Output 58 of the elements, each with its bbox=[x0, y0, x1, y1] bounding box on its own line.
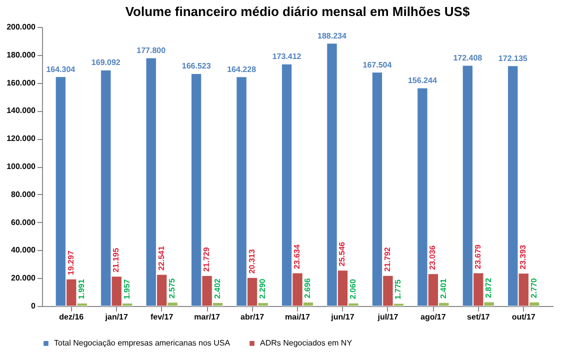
data-label: 23.036 bbox=[428, 244, 438, 270]
y-tick-label: 180.000 bbox=[6, 50, 36, 60]
data-label: 21.195 bbox=[112, 247, 121, 272]
data-label: 20.313 bbox=[247, 248, 256, 274]
data-label: 23.634 bbox=[292, 244, 302, 270]
x-tick-label: set/17 bbox=[467, 312, 490, 322]
data-label: 166.523 bbox=[182, 62, 212, 71]
y-tick-label: 0 bbox=[31, 302, 36, 310]
data-label: 2.402 bbox=[212, 278, 222, 299]
data-label: 1.957 bbox=[122, 278, 132, 300]
x-tick-label: mar/17 bbox=[194, 312, 221, 322]
x-tick-label: jan/17 bbox=[104, 312, 128, 322]
x-tick-label: dez/16 bbox=[59, 312, 84, 322]
y-tick-label: 40.000 bbox=[11, 246, 36, 255]
data-label: 2.770 bbox=[529, 278, 538, 298]
data-label: 22.541 bbox=[156, 246, 166, 271]
data-label: 164.228 bbox=[227, 64, 257, 74]
data-label: 156.244 bbox=[408, 76, 438, 86]
data-label: 23.679 bbox=[473, 244, 482, 269]
x-tick-label: jul/17 bbox=[376, 312, 399, 322]
y-tick-label: 120.000 bbox=[6, 134, 36, 144]
data-label: 2.575 bbox=[168, 278, 177, 298]
data-label: 25.546 bbox=[338, 241, 347, 266]
chart-title: Volume financeiro médio diário mensal em Milhões US$ bbox=[125, 4, 470, 19]
data-label: 21.729 bbox=[202, 246, 212, 272]
data-label: 169.092 bbox=[91, 58, 121, 68]
y-tick-label: 60.000 bbox=[11, 218, 36, 227]
data-label: 23.393 bbox=[518, 244, 528, 270]
x-tick-label: jun/17 bbox=[330, 312, 355, 322]
y-tick-label: 140.000 bbox=[6, 106, 36, 116]
x-tick-label: out/17 bbox=[512, 312, 536, 322]
data-label: 164.304 bbox=[46, 64, 76, 74]
data-label: 188.234 bbox=[318, 31, 347, 40]
legend-label: Total Negociação empresas americanas nos USA bbox=[54, 338, 231, 348]
data-label: 2.290 bbox=[258, 278, 268, 299]
y-tick-label: 200.000 bbox=[6, 22, 36, 32]
data-label: 173.412 bbox=[272, 52, 302, 62]
data-label: 2.696 bbox=[303, 278, 312, 298]
data-label: 172.135 bbox=[498, 54, 528, 63]
data-label: 167.504 bbox=[362, 60, 392, 70]
x-tick-label: ago/17 bbox=[420, 312, 446, 322]
data-label: 2.401 bbox=[438, 278, 448, 299]
y-tick-label: 20.000 bbox=[11, 274, 36, 283]
data-label: 21.792 bbox=[382, 246, 392, 272]
x-tick-label: mai/17 bbox=[285, 312, 311, 322]
x-tick-label: abr/17 bbox=[240, 312, 265, 322]
data-label: 1.991 bbox=[77, 278, 86, 300]
data-label: 1.775 bbox=[394, 278, 403, 300]
y-tick-label: 160.000 bbox=[6, 78, 36, 88]
data-label: 2.060 bbox=[348, 278, 358, 300]
y-tick-label: 80.000 bbox=[11, 190, 36, 199]
data-label: 19.297 bbox=[66, 250, 76, 276]
data-label: 172.408 bbox=[453, 53, 483, 62]
legend-label: ADRs Negociados em NY bbox=[260, 338, 353, 348]
y-tick-label: 100.000 bbox=[6, 162, 36, 171]
data-label: 177.800 bbox=[136, 46, 166, 55]
data-label: 2.872 bbox=[484, 277, 494, 298]
x-tick-label: fev/17 bbox=[150, 312, 174, 322]
